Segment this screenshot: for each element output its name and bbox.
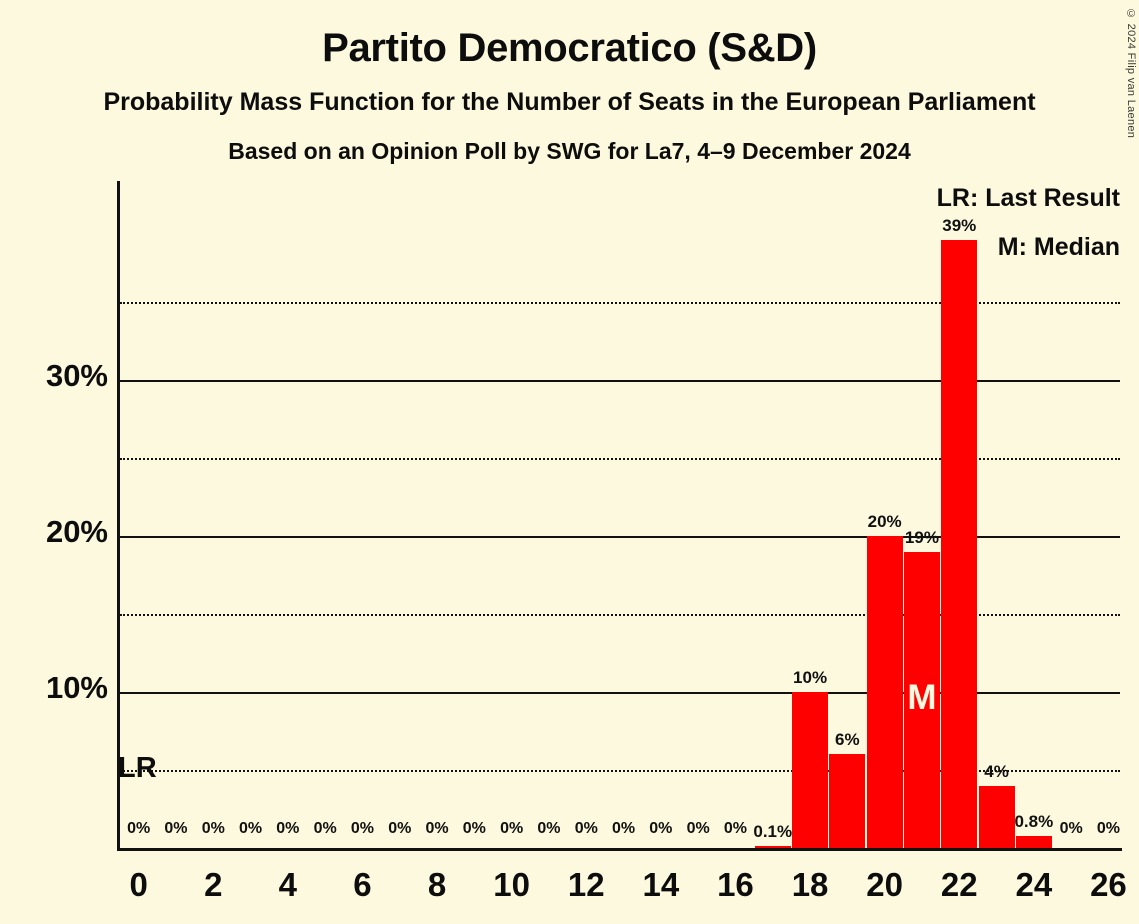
gridline-minor	[120, 302, 1120, 304]
bar-value-label-seat-14: 0%	[649, 820, 673, 837]
bar-value-label-seat-1: 0%	[164, 820, 188, 837]
bar-value-label-seat-22: 39%	[942, 215, 977, 235]
bar-value-label-seat-11: 0%	[537, 820, 561, 837]
gridline-minor	[120, 458, 1120, 460]
bar-value-label-seat-4: 0%	[276, 820, 300, 837]
copyright-notice: © 2024 Filip van Laenen	[1125, 8, 1137, 139]
bar-value-label-seat-26: 0%	[1096, 820, 1120, 837]
bar-value-label-seat-8: 0%	[425, 820, 449, 837]
gridline-major	[120, 380, 1120, 382]
bar-value-label-seat-21: 19%	[904, 527, 939, 547]
page-title: Partito Democratico (S&D)	[322, 26, 817, 70]
bar-seat-24[interactable]	[1015, 835, 1052, 848]
x-axis-tick-label: 14	[642, 866, 680, 903]
bar-seat-17[interactable]	[754, 846, 791, 848]
x-axis-tick-label: 20	[866, 866, 903, 903]
x-axis-tick-label: 16	[717, 866, 754, 903]
bar-seat-22[interactable]	[941, 239, 978, 848]
bar-value-label-seat-0: 0%	[127, 820, 151, 837]
x-axis	[117, 848, 1122, 851]
median-marker: M	[907, 678, 937, 717]
last-result-marker: LR	[118, 752, 157, 784]
x-axis-tick-label: 8	[427, 866, 447, 903]
bar-value-label-seat-10: 0%	[500, 820, 524, 837]
bar-value-label-seat-12: 0%	[574, 820, 598, 837]
x-axis-tick-label: 4	[278, 866, 298, 903]
bar-value-label-seat-23: 4%	[984, 761, 1009, 781]
gridline-major	[120, 692, 1120, 694]
gridline-minor	[120, 614, 1120, 616]
legend-median: M: Median	[997, 233, 1120, 261]
x-axis-tick-label: 0	[129, 866, 148, 903]
bar-value-label-seat-17: 0.1%	[753, 822, 793, 842]
x-axis-tick-label: 12	[567, 866, 605, 903]
y-axis-tick-label: 10%	[45, 670, 108, 705]
bar-seat-21[interactable]	[903, 551, 940, 848]
bar-value-label-seat-20: 20%	[867, 512, 902, 531]
bar-value-label-seat-5: 0%	[313, 820, 337, 837]
x-axis-tick-label: 24	[1015, 866, 1053, 903]
bar-value-label-seat-9: 0%	[462, 820, 486, 837]
bar-value-label-seat-13: 0%	[611, 820, 636, 837]
x-axis-tick-label: 6	[353, 866, 372, 903]
gridline-minor	[120, 770, 1120, 772]
gridline-major	[120, 536, 1120, 538]
bar-value-label-seat-16: 0%	[723, 820, 747, 837]
x-axis-tick-label: 10	[493, 866, 530, 903]
bar-value-label-seat-2: 0%	[201, 820, 225, 837]
chart-source-line: Based on an Opinion Poll by SWG for La7,…	[228, 138, 911, 164]
x-axis-tick-label: 18	[791, 866, 829, 903]
bar-value-label-seat-24: 0.8%	[1014, 811, 1054, 831]
y-axis-tick-label: 20%	[45, 514, 108, 549]
bar-value-label-seat-7: 0%	[388, 820, 412, 837]
x-axis-tick-label: 2	[204, 866, 223, 903]
legend-last-result: LR: Last Result	[936, 184, 1120, 212]
bar-seat-19[interactable]	[829, 754, 866, 848]
x-axis-tick-label: 22	[940, 866, 978, 903]
y-axis	[117, 181, 120, 850]
bar-value-label-seat-19: 6%	[835, 730, 860, 750]
y-axis-tick-label: 30%	[45, 358, 108, 393]
bar-seat-23[interactable]	[978, 785, 1015, 848]
bar-value-label-seat-6: 0%	[350, 820, 374, 837]
x-axis-tick-label: 26	[1090, 866, 1127, 903]
chart-subtitle: Probability Mass Function for the Number…	[103, 88, 1036, 116]
bar-value-label-seat-18: 10%	[793, 668, 828, 687]
bar-value-label-seat-3: 0%	[238, 820, 263, 837]
bar-value-label-seat-15: 0%	[686, 820, 710, 837]
bar-seat-20[interactable]	[866, 536, 903, 848]
bar-seat-18[interactable]	[792, 692, 829, 848]
bar-value-label-seat-25: 0%	[1059, 820, 1083, 837]
